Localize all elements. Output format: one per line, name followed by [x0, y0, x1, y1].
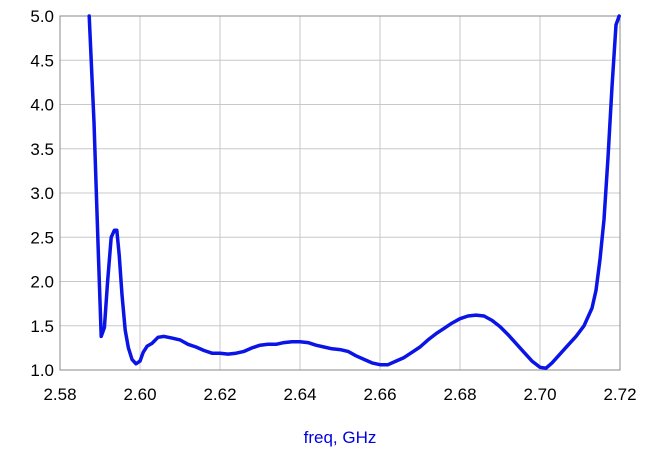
y-tick-label: 1.5: [30, 317, 54, 336]
y-tick-label: 5.0: [30, 7, 54, 26]
y-axis: 1.0 1.5 2.0 2.5 3.0 3.5 4.0 4.5 5.0: [30, 7, 54, 380]
series-line: [87, 14, 621, 370]
y-tick-label: 4.0: [30, 96, 54, 115]
x-axis: 2.58 2.60 2.62 2.64 2.66 2.68 2.70 2.72: [43, 385, 636, 404]
y-tick-label: 2.0: [30, 273, 54, 292]
x-tick-label: 2.72: [603, 385, 636, 404]
x-tick-label: 2.70: [523, 385, 556, 404]
x-tick-label: 2.58: [43, 385, 76, 404]
grid: [59, 15, 621, 371]
plot-frame: [59, 15, 621, 371]
y-tick-label: 4.5: [30, 51, 54, 70]
y-tick-label: 1.0: [30, 361, 54, 380]
x-axis-label: freq, GHz: [304, 428, 377, 447]
y-tick-label: 2.5: [30, 228, 54, 247]
x-tick-label: 2.62: [203, 385, 236, 404]
y-tick-label: 3.0: [30, 184, 54, 203]
x-tick-label: 2.68: [443, 385, 476, 404]
x-tick-label: 2.60: [123, 385, 156, 404]
x-tick-label: 2.64: [283, 385, 316, 404]
y-tick-label: 3.5: [30, 140, 54, 159]
x-tick-label: 2.66: [363, 385, 396, 404]
